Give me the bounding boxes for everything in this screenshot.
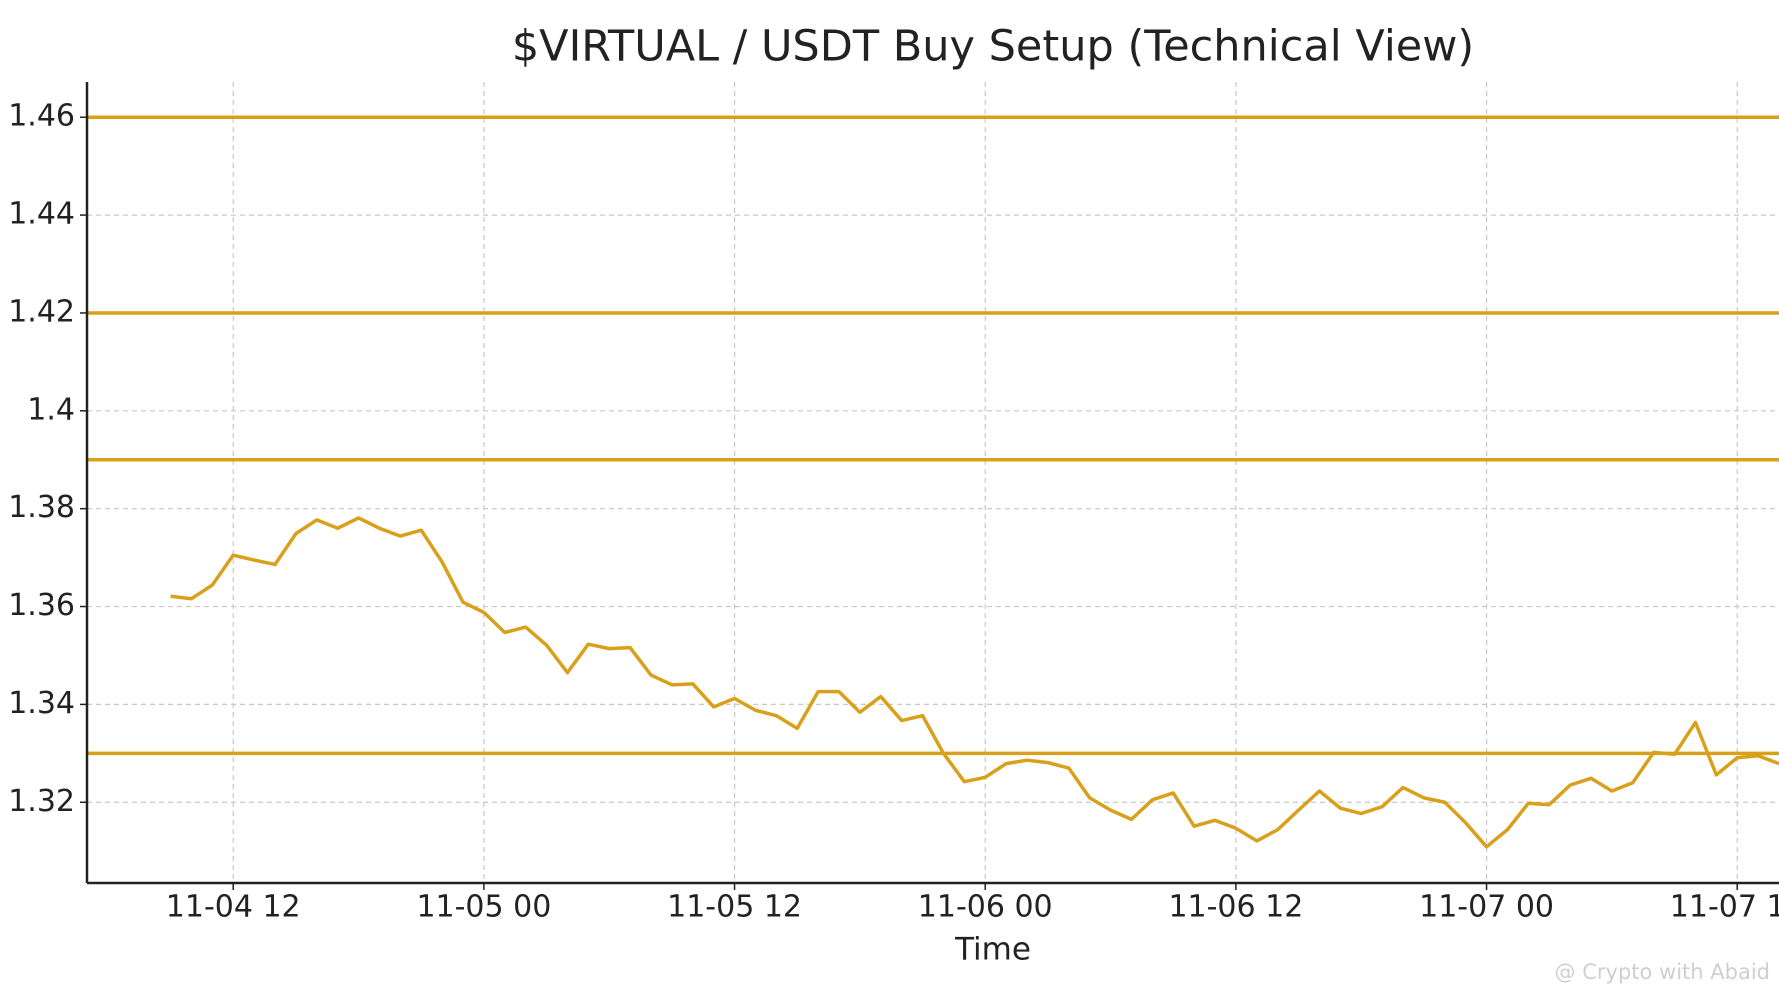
y-tick-label: 1.36 — [8, 588, 75, 623]
y-tick-label: 1.38 — [8, 490, 75, 525]
price-line — [170, 516, 1779, 849]
y-tick-label: 1.34 — [8, 686, 75, 721]
x-tick-label: 11-07 00 — [1419, 890, 1554, 925]
y-tick-label: 1.44 — [8, 197, 75, 232]
y-tick-label: 1.42 — [8, 294, 75, 329]
x-tick-label: 11-06 00 — [918, 890, 1053, 925]
x-tick-label: 11-04 12 — [166, 890, 301, 925]
x-axis-label: Time — [954, 932, 1031, 968]
x-tick-label: 11-06 12 — [1168, 890, 1303, 925]
x-tick-label: 11-07 12 — [1670, 890, 1779, 925]
x-tick-label: 11-05 12 — [667, 890, 802, 925]
y-tick-label: 1.46 — [8, 99, 75, 134]
x-tick-label: 11-05 00 — [416, 890, 551, 925]
watermark: @ Crypto with Abaid — [1555, 960, 1770, 984]
y-tick-label: 1.4 — [27, 392, 75, 427]
y-tick-label: 1.32 — [8, 784, 75, 819]
chart-title: $VIRTUAL / USDT Buy Setup (Technical Vie… — [512, 22, 1474, 72]
